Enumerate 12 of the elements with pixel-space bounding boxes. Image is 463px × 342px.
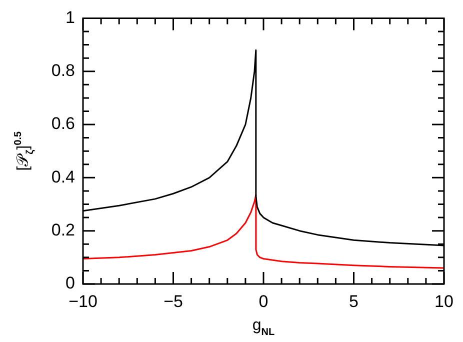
x-tick-label: 10 [434, 292, 454, 311]
x-tick-label: 5 [349, 292, 358, 311]
y-tick-label: 0.4 [51, 167, 75, 186]
y-tick-label: 0.8 [51, 61, 75, 80]
y-axis-title: [𝒫ζ]0.5 [12, 130, 36, 171]
x-tick-label: −10 [68, 292, 98, 311]
y-tick-label: 0 [66, 274, 75, 293]
x-tick-label: −5 [164, 292, 183, 311]
x-tick-label: 0 [258, 292, 268, 311]
y-tick-label: 1 [66, 8, 75, 27]
y-tick-label: 0.2 [51, 220, 75, 240]
y-tick-label: 0.6 [51, 114, 75, 134]
